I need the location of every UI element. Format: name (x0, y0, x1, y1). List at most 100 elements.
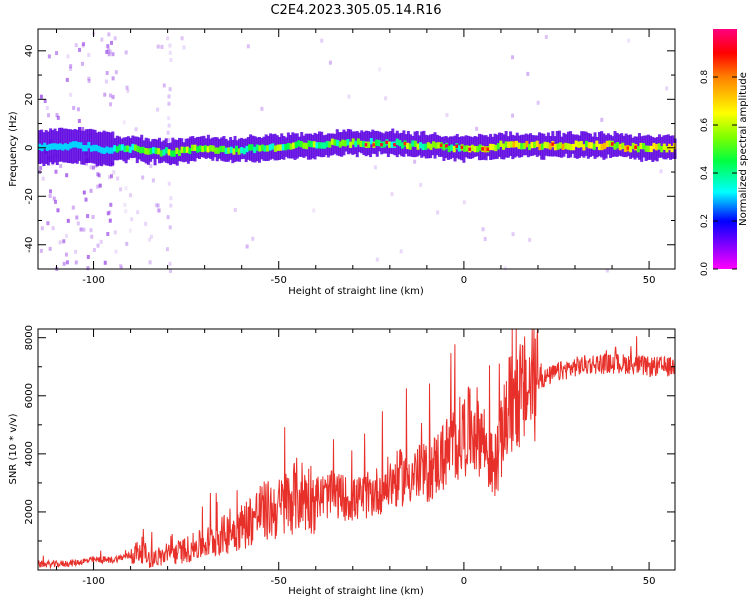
spectrogram-ridge-cell (235, 145, 239, 153)
spectrogram-peak-cell (551, 142, 555, 146)
spectrogram-ridge-cell (206, 146, 210, 153)
spectrogram-noise-cell (169, 58, 173, 63)
spectrogram-noise-cell (165, 247, 169, 252)
spectrogram-band-cell (42, 132, 46, 167)
spectrogram-ridge-cell (281, 144, 285, 151)
spectrogram-ridge-cell (107, 147, 111, 154)
spectrogram-noise-cell (55, 51, 59, 56)
spectrogram-ridge-cell (470, 144, 474, 152)
snr-x-tick-label: 50 (643, 576, 656, 587)
spectrogram-ridge-cell (227, 147, 231, 154)
snr-x-axis-label: Height of straight line (km) (288, 586, 424, 597)
spectrogram-noise-cell (122, 120, 126, 125)
spectrogram-ridge-cell (442, 144, 446, 151)
spectrogram-ridge-cell (330, 138, 334, 145)
spectrogram-ridge-cell (92, 144, 96, 152)
spectrogram-ridge-cell (154, 147, 158, 155)
spectrogram-noise-cell (84, 197, 88, 202)
spectrogram-ridge-cell (432, 141, 436, 148)
spectrogram-noise-cell (390, 192, 394, 197)
spectrogram-ridge-cell (546, 142, 550, 149)
spectrogram-noise-cell (48, 194, 52, 199)
spectrogram-noise-cell (47, 113, 51, 118)
snr-ticks: -100 -50 0 50 2000 4000 6000 8000 (24, 325, 675, 587)
spectrogram-ridge-cell (504, 141, 508, 148)
spectrogram-ridge-cell (613, 143, 617, 150)
spectrogram-x-tick-label: 50 (643, 275, 656, 286)
spectrogram-noise-cell (100, 37, 104, 42)
spectrogram-noise-cell (627, 38, 631, 43)
spectrogram-x-tick-label: -50 (271, 275, 287, 286)
spectrogram-noise-cell (182, 45, 186, 50)
spectrogram-ridge-cell (133, 144, 137, 151)
spectrogram-ridge-cell (58, 143, 62, 150)
spectrogram-ridge-cell (258, 145, 262, 152)
spectrogram-ridge-cell (139, 147, 143, 154)
spectrogram-ridge-cell (629, 146, 633, 153)
spectrogram-peak-cell (455, 144, 459, 148)
spectrogram-noise-cell (157, 208, 161, 213)
spectrogram-ridge-cell (219, 145, 223, 153)
spectrogram-ridge-cell (631, 142, 635, 150)
spectrogram-noise-cell (113, 230, 117, 235)
spectrogram-ridge-cell (419, 142, 423, 149)
spectrogram-ridge-cell (429, 143, 433, 150)
spectrogram-noise-cell (69, 66, 73, 71)
spectrogram-noise-cell (58, 240, 62, 245)
snr-y-tick-label: 6000 (24, 383, 35, 408)
spectrogram-ridge-cell (665, 146, 669, 153)
spectrogram-noise-cell (92, 248, 96, 253)
colorbar-gradient (713, 29, 737, 269)
spectrogram-noise-cell (167, 94, 171, 99)
spectrogram-noise-cell (347, 94, 351, 99)
spectrogram-noise-cell (104, 79, 108, 84)
spectrogram-ridge-cell (595, 140, 599, 147)
spectrogram-ridge-cell (175, 147, 179, 155)
spectrogram-ridge-cell (577, 141, 581, 148)
spectrogram-noise-cell (156, 107, 160, 112)
spectrogram-ridge-cell (642, 143, 646, 150)
spectrogram-noise-cell (147, 237, 151, 242)
spectrogram-noise-cell (87, 79, 91, 84)
spectrogram-noise-cell (48, 189, 52, 194)
spectrogram-noise-cell (74, 249, 78, 254)
spectrogram-ridge-cell (266, 145, 270, 152)
spectrogram-noise-cell (106, 47, 110, 52)
spectrogram-ridge-cell (271, 143, 275, 150)
spectrogram-ridge-cell (543, 141, 547, 149)
spectrogram-ridge-cell (556, 143, 560, 150)
spectrogram-ridge-cell (362, 140, 366, 148)
spectrogram-noise-cell (128, 228, 132, 233)
spectrogram-noise-cell (169, 203, 173, 208)
spectrogram-ridge-cell (457, 145, 461, 152)
spectrogram-noise-cell (52, 196, 56, 201)
spectrogram-ridge-cell (530, 141, 534, 149)
spectrogram-ridge-cell (473, 145, 477, 153)
spectrogram-noise-cell (77, 118, 81, 123)
spectrogram-ridge-cell (600, 143, 604, 151)
spectrogram-noise-cell (144, 221, 148, 226)
spectrogram-peak-cell (364, 143, 368, 147)
spectrogram-noise-cell (167, 181, 171, 186)
spectrogram-ridge-cell (79, 142, 83, 149)
spectrogram-panel: -100 -50 0 50 -40 -20 0 20 40 Height of straight… (8, 28, 677, 297)
spectrogram-noise-cell (659, 169, 663, 174)
spectrogram-noise-cell (111, 94, 115, 99)
spectrogram-ridge-cell (408, 143, 412, 150)
spectrogram-ridge-cell (520, 143, 524, 150)
spectrogram-ridge-cell (387, 141, 391, 148)
spectrogram-noise-cell (168, 50, 172, 55)
spectrogram-ridge-cell (509, 141, 513, 148)
spectrogram-noise-cell (600, 117, 604, 122)
spectrogram-noise-cell (373, 165, 377, 170)
spectrogram-y-tick-label: -20 (24, 188, 35, 204)
spectrogram-ridge-cell (351, 138, 355, 145)
spectrogram-ridge-cell (559, 142, 563, 149)
spectrogram-ridge-cell (131, 143, 135, 151)
spectrogram-noise-cell (74, 43, 78, 48)
spectrogram-noise-cell (108, 218, 112, 223)
spectrogram-noise-cell (141, 175, 145, 180)
spectrogram-ridge-cell (237, 148, 241, 155)
spectrogram-noise-cell (76, 107, 80, 112)
spectrogram-noise-cell (166, 130, 170, 135)
